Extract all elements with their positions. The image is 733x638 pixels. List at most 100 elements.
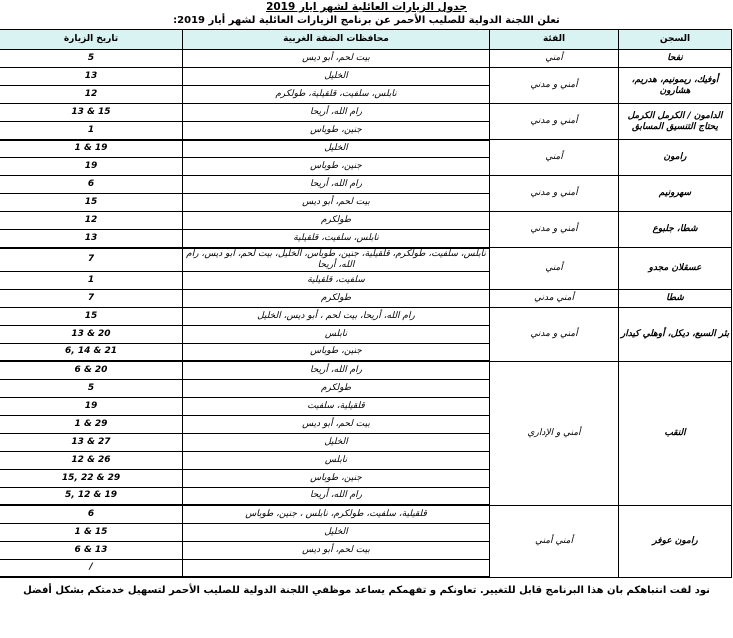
prison-name: رامون عوفر [618,504,732,578]
table-header: السجن الفئة محافظات الضفة الغربية تاريخ … [0,29,732,50]
visit-date-cell: 1 & 15 [0,522,183,542]
category-label: أمني أمني [489,504,619,578]
governorates-cell: جنين، طوباس [182,342,490,362]
governorates-cell: جنين، طوباس [182,121,490,141]
table-row: عسقلان مجدو أمني نابلس، سلفيت، طولكرم، قلق… [0,247,732,290]
governorates-cell: جنين، طوباس [182,157,490,176]
table-row: الدامون / الكرمل الكرمل يحتاج التنسيق ال… [0,103,732,140]
visit-date-cell: 19 [0,157,183,176]
visit-date-cell: 19 [0,396,183,416]
governorates-cell: بيت لحم، أبو ديس [182,414,490,434]
governorates-cell: بيت لحم، أبو ديس [182,49,490,68]
visit-date-cell: 1 & 29 [0,414,183,434]
governorates-cell: نابلس، سلفيت، قلقيلية [182,229,490,249]
footer-note: نود لفت انتباهكم بان هذا البرنامج قابل ل… [23,585,710,596]
governorates-cell: الخليل [182,139,490,158]
visit-date-cell: 5 [0,378,183,398]
governorates-cell: جنين، طوباس [182,468,490,488]
visit-date-cell: 6 [0,504,183,524]
governorates-cell: قلقيلية، سلفيت [182,396,490,416]
governorates-cell: طولكرم [182,288,490,308]
table-row: سلفيت، قلقيلية 1 [0,270,732,290]
governorates-cell: نابلس [182,324,490,344]
prison-name: الدامون / الكرمل الكرمل يحتاج التنسيق ال… [618,103,732,140]
visit-date-cell: 6, 14 & 21 [0,342,183,362]
governorates-cell: الخليل [182,522,490,542]
visit-date-cell: 7 [0,288,183,308]
visit-date-cell: 7 [0,247,183,272]
governorates-cell: رام الله، أريحا [182,486,490,506]
category-label: أمني و مدني [489,175,619,212]
visit-date-cell: 13 & 15 [0,103,183,122]
prison-name: نفحا [618,49,732,68]
category-label: أمني و الإداري [489,360,619,506]
governorates-cell: الخليل [182,432,490,452]
table-row: بيت لحم، أبو ديس 1 & 29 [0,414,732,434]
visit-date-cell: 15, 22 & 29 [0,468,183,488]
table-row: نفحا أمني بيت لحم، أبو ديس 5 [0,49,732,68]
table-row: / [0,558,732,578]
visit-date-cell: 12 [0,211,183,230]
column-header-date: تاريخ الزيارة [0,29,183,50]
table-row: سهرونيم أمني و مدني رام الله، أريحا 6 [0,175,732,212]
category-label: أمني [489,247,619,290]
category-label: أمني و مدني [489,211,619,248]
prison-name: عسقلان مجدو [618,247,732,290]
visit-date-cell: 13 [0,229,183,249]
prison-name: سهرونيم [618,175,732,212]
visit-date-cell: 13 & 20 [0,324,183,344]
table-row: الخليل 13 & 27 [0,432,732,452]
governorates-cell: الخليل [182,67,490,86]
table-row: بئر السبع، ديكل، أوهلي كيدار أمني و مدني ر… [0,306,732,362]
category-label: أمني [489,139,619,176]
visit-date-cell: 6 [0,175,183,194]
governorates-cell: رام الله، أريحا [182,175,490,194]
visit-date-cell: / [0,558,183,578]
governorates-cell: رام الله، أريحا [182,360,490,380]
table-row: نابلس، سلفيت، قلقيلية، طولكرم 12 [0,85,732,104]
governorates-cell: بيت لحم، أبو ديس [182,193,490,212]
table-row: النقب أمني و الإداري رام الله، أريحا 6 & 20 [0,360,732,506]
column-header-prison: السجن [618,29,732,50]
table-row: بيت لحم، أبو ديس 6 & 13 [0,540,732,560]
table-row: رام الله، أريحا 5, 12 & 19 [0,486,732,506]
visit-date-cell: 15 [0,306,183,326]
visit-date-cell: 12 & 26 [0,450,183,470]
visit-date-cell: 13 & 27 [0,432,183,452]
prison-name: شطا، جلبوع [618,211,732,248]
column-header-category: الفئة [489,29,619,50]
visit-date-cell: 13 [0,67,183,86]
category-label: أمني و مدني [489,67,619,104]
table-row: أوفيك، ريمونيم، هدريم، هشارون أمني و مدني… [0,67,732,104]
table-header-row: السجن الفئة محافظات الضفة الغربية تاريخ … [0,29,732,50]
page-title: جدول الزيارات العائلية لشهر ايار 2019 [266,1,467,13]
visit-date-cell: 1 [0,270,183,290]
table-row: الخليل 1 & 15 [0,522,732,542]
visit-date-cell: 1 [0,121,183,141]
table-row: طولكرم 5 [0,378,732,398]
table-row: نابلس، سلفيت، قلقيلية 13 [0,229,732,249]
visit-date-cell: 5, 12 & 19 [0,486,183,506]
table-row: شطا أمني مدني طولكرم 7 [0,288,732,308]
table-row: بيت لحم، أبو ديس 15 [0,193,732,212]
governorates-cell: نابلس، سلفيت، قلقيلية، طولكرم [182,85,490,104]
visit-date-cell: 12 [0,85,183,104]
governorates-cell: طولكرم [182,211,490,230]
table-row: رامون أمني الخليل 1 & 19 [0,139,732,176]
category-label: أمني مدني [489,288,619,308]
prison-name: رامون [618,139,732,176]
governorates-cell: طولكرم [182,378,490,398]
prison-name: النقب [618,360,732,506]
governorates-cell: سلفيت، قلقيلية [182,270,490,290]
prison-name: بئر السبع، ديكل، أوهلي كيدار [618,306,732,362]
table-row: جنين، طوباس 6, 14 & 21 [0,342,732,362]
visit-date-cell: 1 & 19 [0,139,183,158]
prison-name: شطا [618,288,732,308]
visit-date-cell: 15 [0,193,183,212]
page-subtitle: تعلن اللجنة الدولية للصليب الأحمر عن برن… [173,15,560,26]
governorates-cell [182,558,490,578]
category-label: أمني [489,49,619,68]
visits-table: السجن الفئة محافظات الضفة الغربية تاريخ … [0,29,732,578]
visit-date-cell: 6 & 13 [0,540,183,560]
